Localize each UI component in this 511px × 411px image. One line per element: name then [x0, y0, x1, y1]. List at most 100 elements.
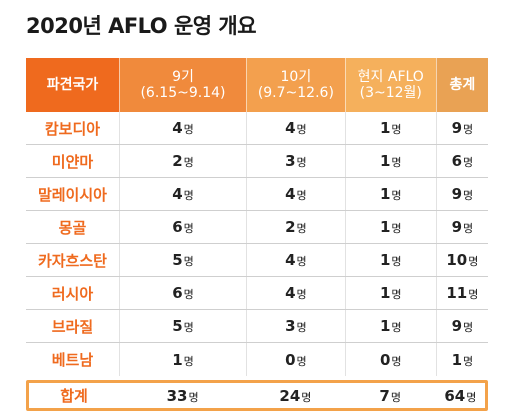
- table-row: 몽골 6 명 2 명 1 명 9 명: [26, 211, 488, 244]
- header-batch10: 10기 (9.7~12.6): [246, 58, 345, 112]
- local-value: 1: [379, 284, 391, 302]
- country-name: 캄보디아: [44, 119, 101, 138]
- table-row: 러시아 6 명 4 명 1 명 11 명: [26, 277, 488, 310]
- unit-label: 명: [466, 390, 477, 404]
- total-value: 1: [451, 350, 463, 369]
- unit-label: 명: [391, 288, 402, 301]
- unit-label: 명: [391, 354, 402, 368]
- header-local: 현지 AFLO (3~12월): [344, 58, 436, 112]
- total-total-value: 64: [444, 386, 466, 405]
- unit-label: 명: [296, 123, 307, 136]
- total-cell: 11 명: [435, 277, 488, 309]
- unit-label: 명: [468, 255, 479, 268]
- total-cell: 10 명: [435, 244, 488, 276]
- unit-label: 명: [183, 156, 194, 169]
- aflo-table: 파견국가 9기 (6.15~9.14) 10기 (9.7~12.6) 현지 AF…: [26, 58, 488, 411]
- total-batch9: 33 명: [119, 383, 246, 408]
- table-row: 말레이시아 4 명 4 명 1 명 9 명: [26, 178, 488, 211]
- unit-label: 명: [391, 255, 402, 268]
- batch10-value: 4: [285, 284, 296, 302]
- table-row: 브라질 5 명 3 명 1 명 9 명: [26, 310, 488, 343]
- country-name: 브라질: [51, 317, 94, 336]
- header-local-period: (3~12월): [359, 85, 422, 101]
- batch9-value: 4: [172, 185, 183, 203]
- unit-label: 명: [296, 288, 307, 301]
- batch9-value: 5: [172, 251, 183, 269]
- batch10-value: 2: [285, 218, 296, 236]
- country-name: 카자흐스탄: [37, 251, 107, 270]
- local-value: 1: [379, 152, 391, 170]
- local-value: 1: [379, 185, 391, 203]
- batch10-value: 3: [285, 317, 296, 335]
- local-value: 0: [379, 350, 391, 369]
- unit-label: 명: [463, 321, 474, 334]
- header-local-label: 현지 AFLO: [357, 69, 424, 85]
- unit-label: 명: [296, 354, 307, 368]
- country-name: 러시아: [51, 284, 94, 303]
- unit-label: 명: [183, 354, 194, 368]
- header-batch10-label: 10기: [280, 69, 312, 85]
- header-country: 파견국가: [26, 58, 119, 112]
- unit-label: 명: [391, 321, 402, 334]
- header-batch9-period: (6.15~9.14): [140, 85, 226, 101]
- batch9-value: 1: [172, 350, 183, 369]
- batch9-value: 6: [172, 284, 183, 302]
- country-name: 몽골: [58, 218, 87, 237]
- unit-label: 명: [296, 255, 307, 268]
- unit-label: 명: [391, 222, 402, 235]
- batch10-value: 3: [285, 152, 296, 170]
- unit-label: 명: [463, 222, 474, 235]
- header-total: 총계: [435, 58, 488, 112]
- unit-label: 명: [391, 156, 402, 169]
- total-total: 64 명: [436, 383, 485, 408]
- batch10-value: 4: [285, 251, 296, 269]
- total-batch10: 24 명: [246, 383, 345, 408]
- header-batch9-label: 9기: [172, 69, 194, 85]
- unit-label: 명: [296, 156, 307, 169]
- country-name: 미얀마: [51, 152, 94, 171]
- unit-label: 명: [296, 321, 307, 334]
- unit-label: 명: [296, 189, 307, 202]
- country-name: 말레이시아: [37, 185, 107, 204]
- local-value: 1: [379, 317, 391, 335]
- unit-label: 명: [183, 123, 194, 136]
- unit-label: 명: [468, 288, 479, 301]
- total-value: 9: [451, 218, 463, 236]
- local-value: 1: [379, 218, 391, 236]
- unit-label: 명: [390, 390, 401, 404]
- unit-label: 명: [188, 390, 199, 404]
- total-value: 9: [451, 317, 463, 335]
- unit-label: 명: [183, 189, 194, 202]
- unit-label: 명: [301, 390, 312, 404]
- batch9-value: 6: [172, 218, 183, 236]
- total-label: 합계: [60, 387, 88, 405]
- unit-label: 명: [183, 255, 194, 268]
- total-value: 9: [451, 185, 463, 203]
- total-local-value: 7: [379, 386, 390, 405]
- table-row: 캄보디아 4 명 4 명 1 명 9 명: [26, 112, 488, 145]
